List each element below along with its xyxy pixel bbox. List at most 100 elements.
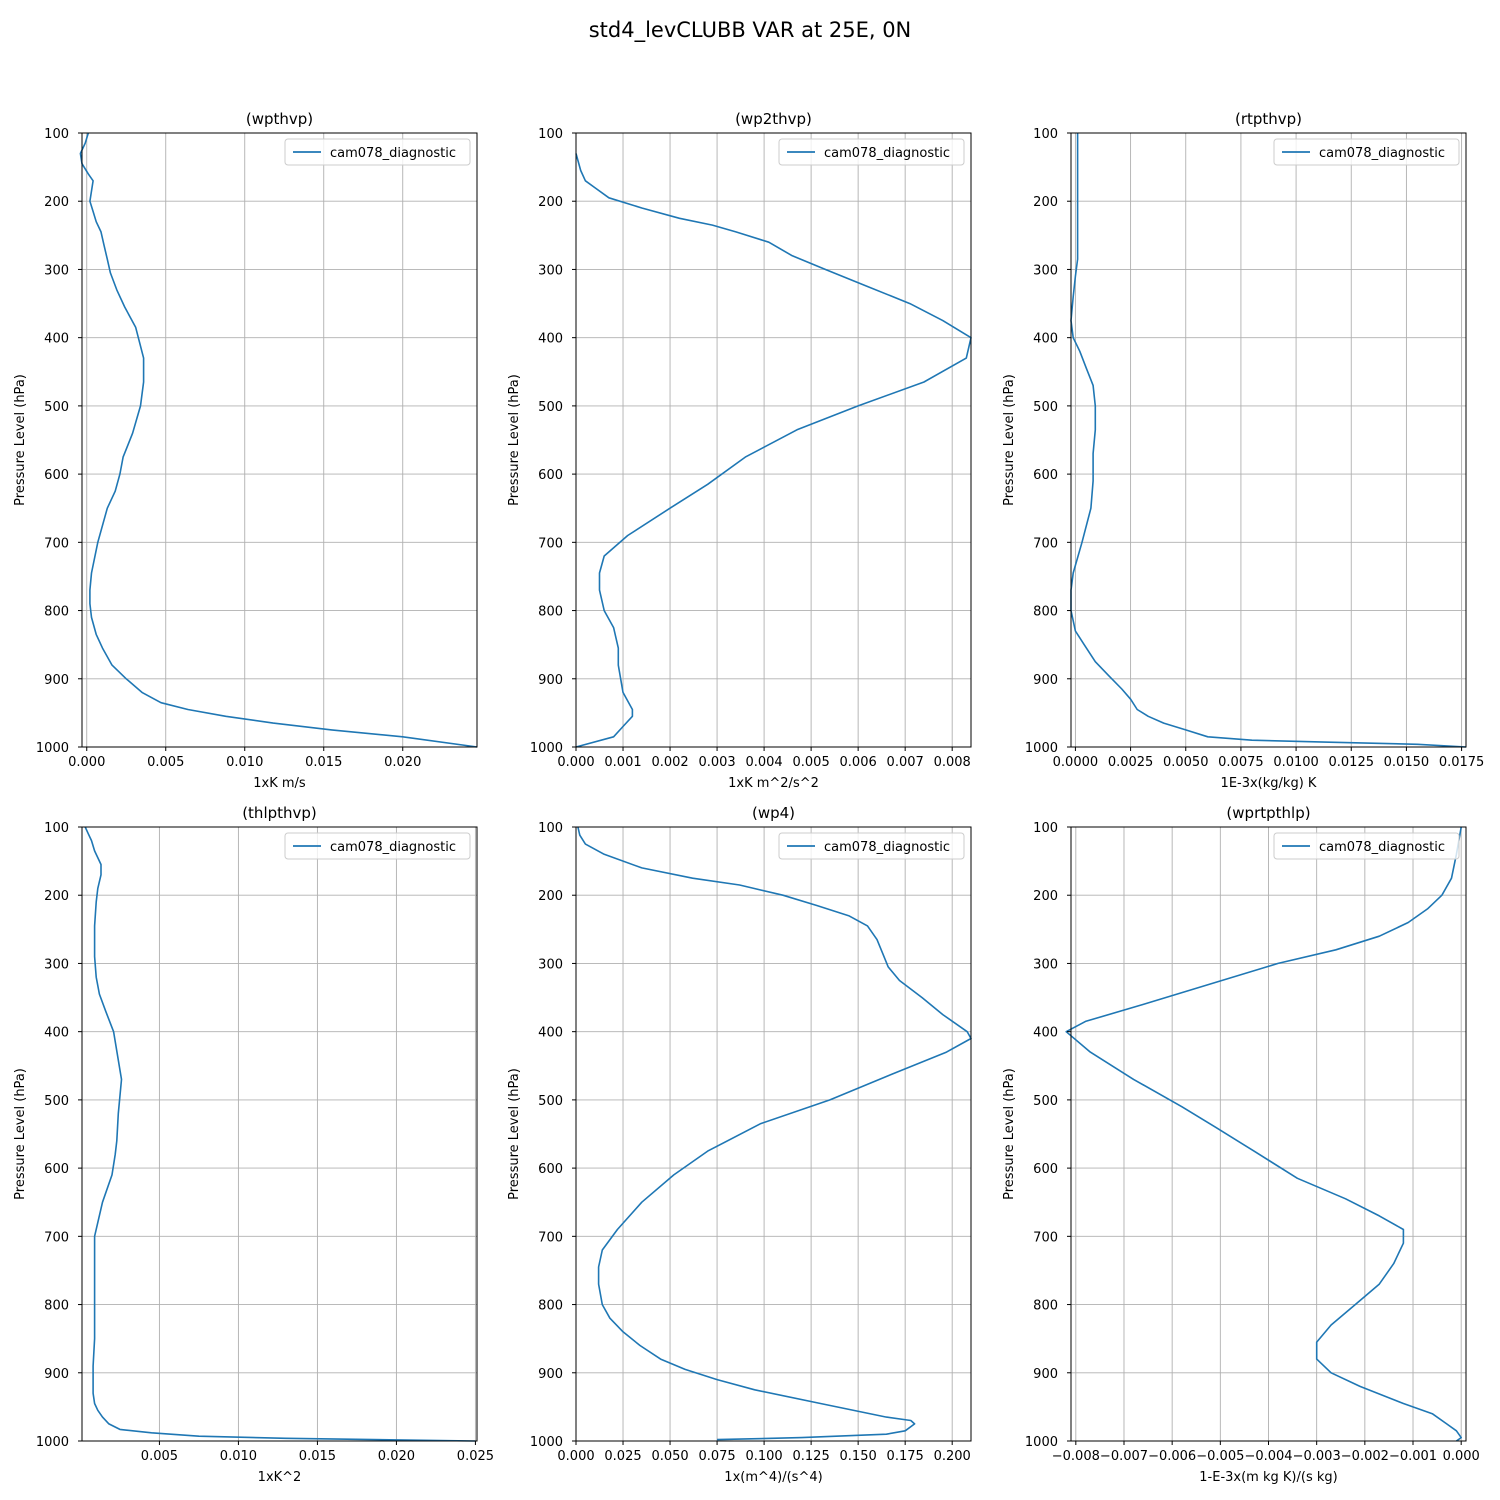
- grid: [575, 132, 971, 748]
- y-tick-label: 900: [538, 1367, 563, 1382]
- y-tick-label: 100: [1033, 127, 1058, 142]
- y-tick-label: 500: [1033, 1094, 1058, 1109]
- y-tick-label: 400: [538, 332, 563, 347]
- x-tick-label: 0.0025: [1108, 755, 1154, 770]
- legend-label: cam078_diagnostic: [824, 146, 950, 161]
- y-tick-label: 1000: [36, 741, 69, 756]
- y-tick-label: 600: [44, 1162, 69, 1177]
- y-tick-label: 600: [1033, 468, 1058, 483]
- x-axis-label: 1-E-3x(m kg K)/(s kg): [1199, 1470, 1337, 1485]
- series-line: [577, 826, 972, 1441]
- y-tick-label: 1000: [1025, 1435, 1058, 1450]
- y-tick-label: 700: [1033, 536, 1058, 551]
- x-tick-label: −0.008: [1052, 1449, 1100, 1464]
- x-tick-label: 0.100: [745, 1449, 782, 1464]
- y-tick-label: 800: [1033, 1299, 1058, 1314]
- legend-frame: [1273, 138, 1460, 166]
- legend-frame: [284, 832, 471, 860]
- x-tick-label: 0.050: [651, 1449, 688, 1464]
- y-tick-label: 900: [538, 673, 563, 688]
- legend-frame: [284, 138, 471, 166]
- y-tick-label: 700: [44, 536, 69, 551]
- x-tick-label: 0.005: [141, 1449, 178, 1464]
- y-tick-label: 700: [1033, 1230, 1058, 1245]
- legend: cam078_diagnostic: [1273, 138, 1460, 166]
- y-tick-label: 100: [1033, 821, 1058, 836]
- y-tick-label: 1000: [36, 1435, 69, 1450]
- y-tick-label: 200: [44, 195, 69, 210]
- x-tick-label: 0.005: [147, 755, 184, 770]
- axes-frame: [81, 826, 478, 1442]
- x-axis-label: 1x(m^4)/(s^4): [724, 1470, 822, 1485]
- y-tick-label: 400: [44, 1026, 69, 1041]
- y-tick-label: 1000: [1025, 741, 1058, 756]
- y-tick-label: 800: [538, 1299, 563, 1314]
- x-tick-label: 0.0150: [1384, 755, 1430, 770]
- y-axis-label: Pressure Level (hPa): [13, 1068, 28, 1200]
- x-tick-label: 0.000: [557, 755, 594, 770]
- legend-label: cam078_diagnostic: [1319, 146, 1445, 161]
- panel-title: (wp4): [752, 804, 795, 822]
- x-tick-label: 0.015: [305, 755, 342, 770]
- x-axis-label: 1xK^2: [258, 1470, 302, 1485]
- x-tick-label: 0.025: [604, 1449, 641, 1464]
- panel-5: 0.000 0.025 0.050 0.075 0.100 0.125 0.150 0.175…: [507, 804, 972, 1485]
- grid: [1071, 826, 1466, 1442]
- y-tick-label: 400: [1033, 1026, 1058, 1041]
- legend: cam078_diagnostic: [778, 832, 965, 860]
- x-tick-label: 0.020: [378, 1449, 415, 1464]
- x-tick-label: 0.002: [651, 755, 688, 770]
- y-tick-label: 400: [1033, 332, 1058, 347]
- x-tick-label: 0.005: [793, 755, 830, 770]
- x-axis-label: 1xK m/s: [253, 776, 306, 791]
- x-tick-label: 0.0100: [1273, 755, 1319, 770]
- x-tick-label: 0.0125: [1329, 755, 1375, 770]
- y-tick-label: 300: [538, 263, 563, 278]
- y-axis-label: Pressure Level (hPa): [13, 374, 28, 506]
- y-tick-label: 400: [538, 1026, 563, 1041]
- y-tick-label: 300: [44, 263, 69, 278]
- x-tick-label: 0.000: [557, 1449, 594, 1464]
- y-tick-label: 700: [538, 1230, 563, 1245]
- legend-frame: [1273, 832, 1460, 860]
- x-tick-label: 0.0075: [1218, 755, 1264, 770]
- x-tick-label: 0.008: [934, 755, 971, 770]
- axes-frame: [1070, 132, 1467, 748]
- y-tick-label: 500: [538, 1094, 563, 1109]
- panel-title: (thlpthvp): [242, 804, 317, 822]
- y-tick-label: 500: [1033, 400, 1058, 415]
- panel-1: 0.000 0.005 0.010 0.015 0.020 100 200 300 400 500…: [13, 110, 478, 791]
- grid: [575, 826, 971, 1442]
- y-tick-label: 500: [538, 400, 563, 415]
- y-tick-label: 200: [1033, 195, 1058, 210]
- y-tick-label: 600: [538, 468, 563, 483]
- y-tick-label: 100: [44, 127, 69, 142]
- y-tick-label: 900: [44, 673, 69, 688]
- x-tick-label: −0.004: [1244, 1449, 1292, 1464]
- x-axis-label: 1E-3x(kg/kg) K: [1221, 776, 1317, 791]
- x-tick-label: 0.125: [793, 1449, 830, 1464]
- x-tick-label: 0.001: [604, 755, 641, 770]
- x-tick-label: 0.150: [840, 1449, 877, 1464]
- x-tick-label: 0.020: [384, 755, 421, 770]
- y-tick-label: 600: [44, 468, 69, 483]
- series-line: [1065, 826, 1462, 1442]
- panel-4: 0.005 0.010 0.015 0.020 0.025 100 200 300 400 500…: [13, 804, 494, 1485]
- legend-frame: [778, 138, 965, 166]
- panel-3: 0.0000 0.0025 0.0050 0.0075 0.0100 0.0125 0.01…: [1002, 110, 1484, 791]
- y-tick-label: 600: [538, 1162, 563, 1177]
- panel-title: (rtpthvp): [1235, 110, 1302, 128]
- y-tick-label: 200: [1033, 889, 1058, 904]
- legend: cam078_diagnostic: [284, 832, 471, 860]
- x-tick-label: 0.0050: [1163, 755, 1209, 770]
- grid: [82, 132, 477, 748]
- x-tick-label: 0.010: [220, 1449, 257, 1464]
- x-tick-label: 0.0000: [1053, 755, 1099, 770]
- x-tick-label: 0.006: [840, 755, 877, 770]
- y-tick-label: 900: [44, 1367, 69, 1382]
- y-tick-label: 100: [538, 821, 563, 836]
- y-tick-label: 500: [44, 1094, 69, 1109]
- x-tick-label: 0.200: [934, 1449, 971, 1464]
- y-tick-label: 800: [538, 605, 563, 620]
